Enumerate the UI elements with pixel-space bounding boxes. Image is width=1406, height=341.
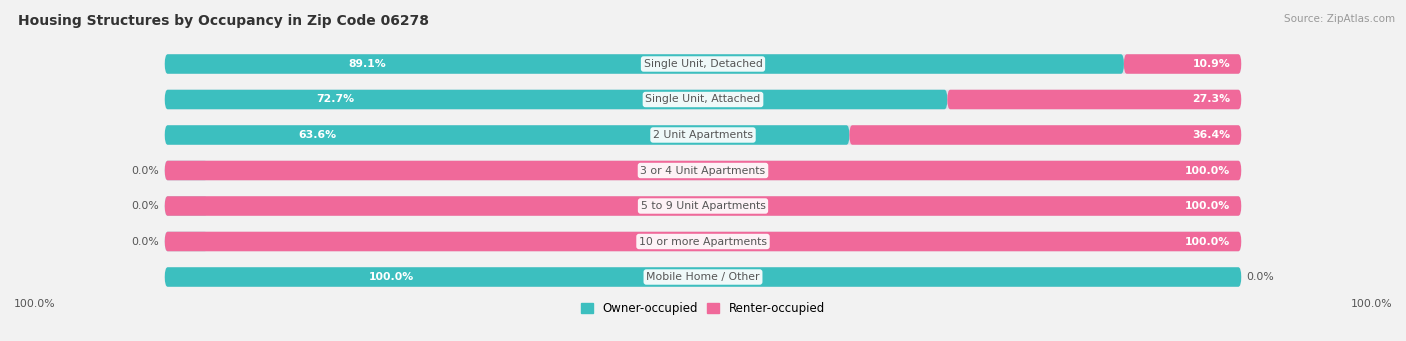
FancyBboxPatch shape: [165, 267, 1241, 287]
FancyBboxPatch shape: [165, 54, 1241, 74]
Text: 3 or 4 Unit Apartments: 3 or 4 Unit Apartments: [641, 165, 765, 176]
FancyBboxPatch shape: [165, 196, 208, 216]
Text: Single Unit, Detached: Single Unit, Detached: [644, 59, 762, 69]
Text: 0.0%: 0.0%: [132, 201, 159, 211]
FancyBboxPatch shape: [165, 196, 1241, 216]
FancyBboxPatch shape: [165, 161, 208, 180]
Text: 100.0%: 100.0%: [1350, 299, 1392, 309]
Text: 72.7%: 72.7%: [316, 94, 354, 104]
FancyBboxPatch shape: [165, 125, 1241, 145]
Text: 10 or more Apartments: 10 or more Apartments: [638, 237, 768, 247]
Text: 89.1%: 89.1%: [349, 59, 385, 69]
Text: 63.6%: 63.6%: [298, 130, 337, 140]
Text: Source: ZipAtlas.com: Source: ZipAtlas.com: [1284, 14, 1395, 24]
FancyBboxPatch shape: [165, 161, 1241, 180]
Text: Single Unit, Attached: Single Unit, Attached: [645, 94, 761, 104]
Text: 0.0%: 0.0%: [132, 165, 159, 176]
Text: 0.0%: 0.0%: [1247, 272, 1274, 282]
Text: 100.0%: 100.0%: [370, 272, 415, 282]
Text: 100.0%: 100.0%: [1185, 201, 1230, 211]
Text: 36.4%: 36.4%: [1192, 130, 1230, 140]
Text: 100.0%: 100.0%: [14, 299, 56, 309]
Text: 100.0%: 100.0%: [1185, 165, 1230, 176]
Text: 27.3%: 27.3%: [1192, 94, 1230, 104]
Text: Mobile Home / Other: Mobile Home / Other: [647, 272, 759, 282]
Legend: Owner-occupied, Renter-occupied: Owner-occupied, Renter-occupied: [581, 302, 825, 315]
FancyBboxPatch shape: [165, 196, 1241, 216]
FancyBboxPatch shape: [948, 90, 1241, 109]
Text: Housing Structures by Occupancy in Zip Code 06278: Housing Structures by Occupancy in Zip C…: [18, 14, 429, 28]
FancyBboxPatch shape: [165, 232, 1241, 251]
Text: 10.9%: 10.9%: [1192, 59, 1230, 69]
FancyBboxPatch shape: [1123, 54, 1241, 74]
FancyBboxPatch shape: [849, 125, 1241, 145]
FancyBboxPatch shape: [165, 161, 1241, 180]
Text: 2 Unit Apartments: 2 Unit Apartments: [652, 130, 754, 140]
FancyBboxPatch shape: [165, 90, 1241, 109]
Text: 5 to 9 Unit Apartments: 5 to 9 Unit Apartments: [641, 201, 765, 211]
FancyBboxPatch shape: [165, 90, 948, 109]
Text: 100.0%: 100.0%: [1185, 237, 1230, 247]
Text: 0.0%: 0.0%: [132, 237, 159, 247]
FancyBboxPatch shape: [165, 54, 1123, 74]
FancyBboxPatch shape: [165, 125, 849, 145]
FancyBboxPatch shape: [165, 267, 1241, 287]
FancyBboxPatch shape: [165, 232, 208, 251]
FancyBboxPatch shape: [165, 232, 1241, 251]
